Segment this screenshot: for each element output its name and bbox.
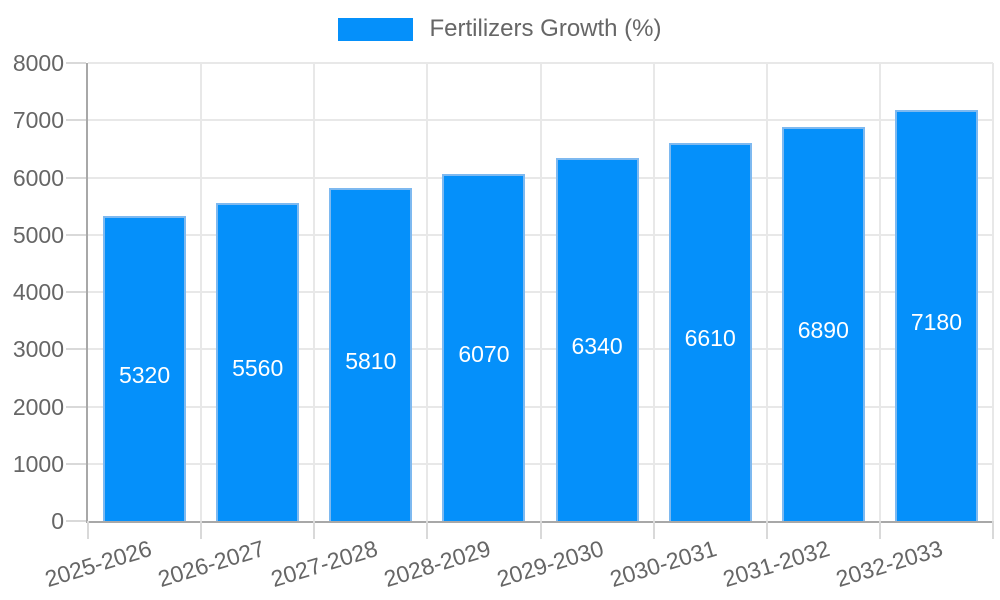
bar-value-label: 6340 [571,333,623,360]
v-gridline [878,63,881,521]
bar-value-label: 6070 [458,340,510,367]
y-tick-mark [66,462,86,465]
bar-value-label: 5810 [345,348,397,375]
bar-value-label: 6610 [684,325,736,352]
y-tick-mark [66,62,86,64]
y-tick-label: 3000 [12,336,64,363]
x-tick-mark [539,521,542,539]
legend: Fertilizers Growth (%) [0,14,1000,44]
bar-value-label: 5560 [232,355,284,382]
y-tick-mark [66,176,86,179]
y-tick-label: 2000 [12,393,64,420]
bar[interactable] [216,202,300,521]
y-tick-label: 1000 [12,450,64,477]
x-tick-mark [878,521,881,539]
bar[interactable] [894,109,978,521]
bar[interactable] [329,188,413,521]
x-tick-mark [313,521,316,539]
bar[interactable] [781,126,865,521]
x-tick-label: 2030-2031 [606,535,720,593]
v-gridline [313,63,316,521]
v-gridline [992,63,994,521]
x-tick-label: 2025-2026 [41,535,155,593]
v-gridline [426,63,429,521]
v-gridline [652,63,655,521]
v-gridline [765,63,768,521]
x-tick-mark [200,521,203,539]
y-tick-label: 8000 [12,50,64,76]
bar[interactable] [442,173,526,521]
v-gridline [539,63,542,521]
legend-swatch [338,17,414,41]
bar[interactable] [555,158,639,521]
y-tick-mark [66,119,86,122]
x-tick-label: 2027-2028 [267,535,381,593]
y-tick-label: 4000 [12,279,64,305]
y-tick-label: 5000 [12,221,64,248]
y-tick-label: 7000 [12,107,64,134]
y-tick-label: 0 [51,508,64,534]
bar-value-label: 5320 [118,362,171,389]
y-tick-mark [66,291,86,293]
x-tick-label: 2029-2030 [493,535,607,593]
x-tick-label: 2028-2029 [380,535,494,593]
x-tick-mark [992,521,994,539]
y-tick-mark [66,233,86,236]
bar-value-label: 7180 [910,308,963,335]
bar[interactable] [668,142,752,521]
x-tick-mark [426,521,429,539]
x-tick-label: 2031-2032 [720,535,833,593]
legend-item-fertilizers-growth[interactable]: Fertilizers Growth (%) [338,14,662,44]
y-tick-mark [66,520,86,522]
x-tick-mark [87,521,89,539]
v-gridline [200,63,203,521]
x-tick-mark [765,521,768,539]
y-tick-mark [66,405,86,408]
bar[interactable] [103,216,187,521]
y-tick-mark [66,348,86,351]
x-tick-mark [652,521,655,539]
bar-value-label: 6890 [797,317,849,344]
plot-area: 5320 5560 5810 6070 6340 6610 6890 7180 [66,62,994,539]
x-tick-label: 2026-2027 [154,535,268,593]
y-tick-label: 6000 [12,164,64,191]
legend-label: Fertilizers Growth (%) [429,15,662,42]
x-tick-label: 2032-2033 [833,535,947,593]
